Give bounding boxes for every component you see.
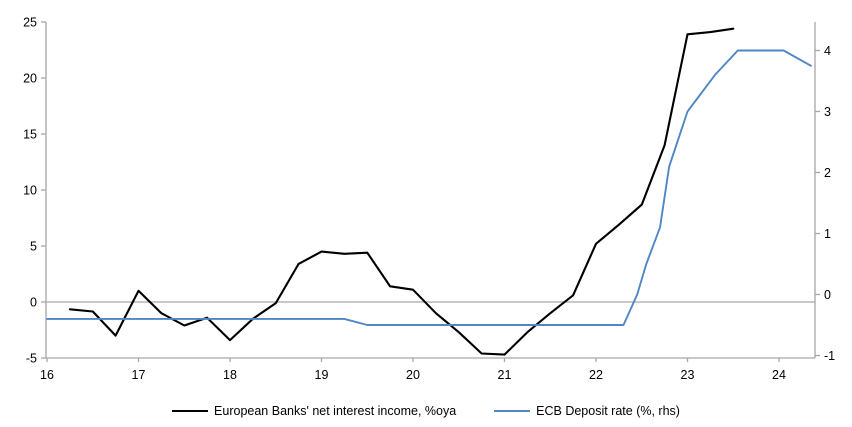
left-axis-tick-label-25: 25 — [23, 16, 37, 30]
x-axis-tick-label-16: 16 — [40, 368, 54, 382]
legend-line-sample-blue — [494, 410, 531, 412]
x-axis-tick-label-24: 24 — [772, 368, 786, 382]
x-axis-tick-label-22: 22 — [589, 368, 603, 382]
x-axis-tick-label-17: 17 — [132, 368, 146, 382]
legend-line-sample-black — [172, 410, 209, 412]
x-axis-tick-label-23: 23 — [681, 368, 695, 382]
x-axis-tick-label-19: 19 — [315, 368, 329, 382]
left-axis-tick-label-20: 20 — [23, 72, 37, 86]
right-axis-tick-label-0: 0 — [824, 288, 831, 302]
series-line-net-interest-income — [68, 27, 735, 356]
right-axis-tick-label-3: 3 — [824, 105, 831, 119]
legend-item-net-interest-income: European Banks' net interest income, %oy… — [172, 404, 456, 418]
left-axis-tick-label--5: -5 — [26, 352, 37, 366]
right-axis-tick-label-2: 2 — [824, 166, 831, 180]
series-line-ecb-deposit-rate — [46, 49, 812, 326]
legend-label-net-interest-income: European Banks' net interest income, %oy… — [214, 404, 457, 418]
right-axis-tick-label-1: 1 — [824, 227, 831, 241]
left-axis-tick-label-5: 5 — [30, 240, 37, 254]
right-axis-tick-label--1: -1 — [824, 349, 835, 363]
x-axis-tick-label-20: 20 — [406, 368, 420, 382]
x-axis-tick-label-21: 21 — [498, 368, 512, 382]
left-axis-tick-label-15: 15 — [23, 128, 37, 142]
x-axis-tick-label-18: 18 — [223, 368, 237, 382]
legend-item-ecb-deposit-rate: ECB Deposit rate (%, rhs) — [494, 404, 680, 418]
left-axis-tick-label-10: 10 — [23, 184, 37, 198]
legend-label-ecb-deposit-rate: ECB Deposit rate (%, rhs) — [536, 404, 680, 418]
chart-legend: European Banks' net interest income, %oy… — [0, 404, 852, 418]
left-axis-tick-label-0: 0 — [30, 296, 37, 310]
right-axis-tick-label-4: 4 — [824, 44, 831, 58]
